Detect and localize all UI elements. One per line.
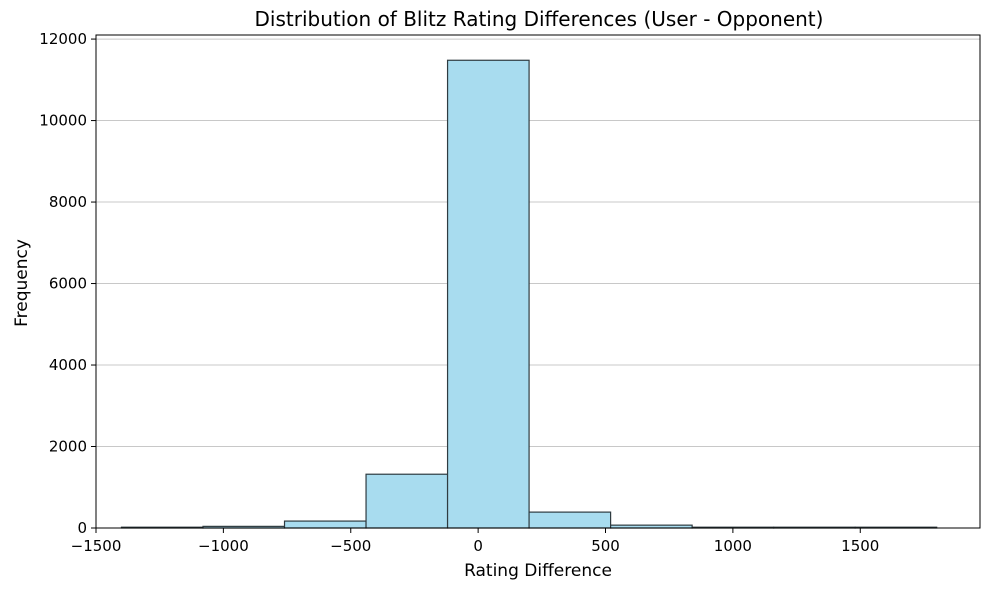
plot-frame xyxy=(95,34,981,529)
y-tick-label-4: 8000 xyxy=(49,193,87,211)
plot-area: −1500 −1000 −500 0 500 1000 1500 0 2000 4000 6000 8… xyxy=(39,30,981,555)
x-tick-label-0: −1500 xyxy=(71,537,122,555)
y-tick-label-3: 6000 xyxy=(49,275,87,293)
x-axis-label: Rating Difference xyxy=(464,561,612,581)
y-tick-label-2: 4000 xyxy=(49,356,87,374)
x-tick-label-3: 0 xyxy=(473,537,483,555)
y-tick-label-1: 2000 xyxy=(49,438,87,456)
y-tick-label-0: 0 xyxy=(77,519,87,537)
histogram-bar-2 xyxy=(283,520,367,529)
y-tick-label-6: 12000 xyxy=(39,30,87,48)
histogram-bar-4 xyxy=(446,59,530,529)
histogram-bar-3 xyxy=(365,473,449,529)
y-axis-label: Frequency xyxy=(12,239,32,327)
x-tick-label-5: 1000 xyxy=(714,537,752,555)
x-tick-label-1: −1000 xyxy=(198,537,249,555)
y-tick-label-5: 10000 xyxy=(39,112,87,130)
x-tick-label-2: −500 xyxy=(330,537,371,555)
chart-title: Distribution of Blitz Rating Differences… xyxy=(255,7,824,31)
histogram-bar-5 xyxy=(528,511,612,529)
x-tick-label-6: 1500 xyxy=(841,537,879,555)
x-tick-label-4: 500 xyxy=(591,537,620,555)
